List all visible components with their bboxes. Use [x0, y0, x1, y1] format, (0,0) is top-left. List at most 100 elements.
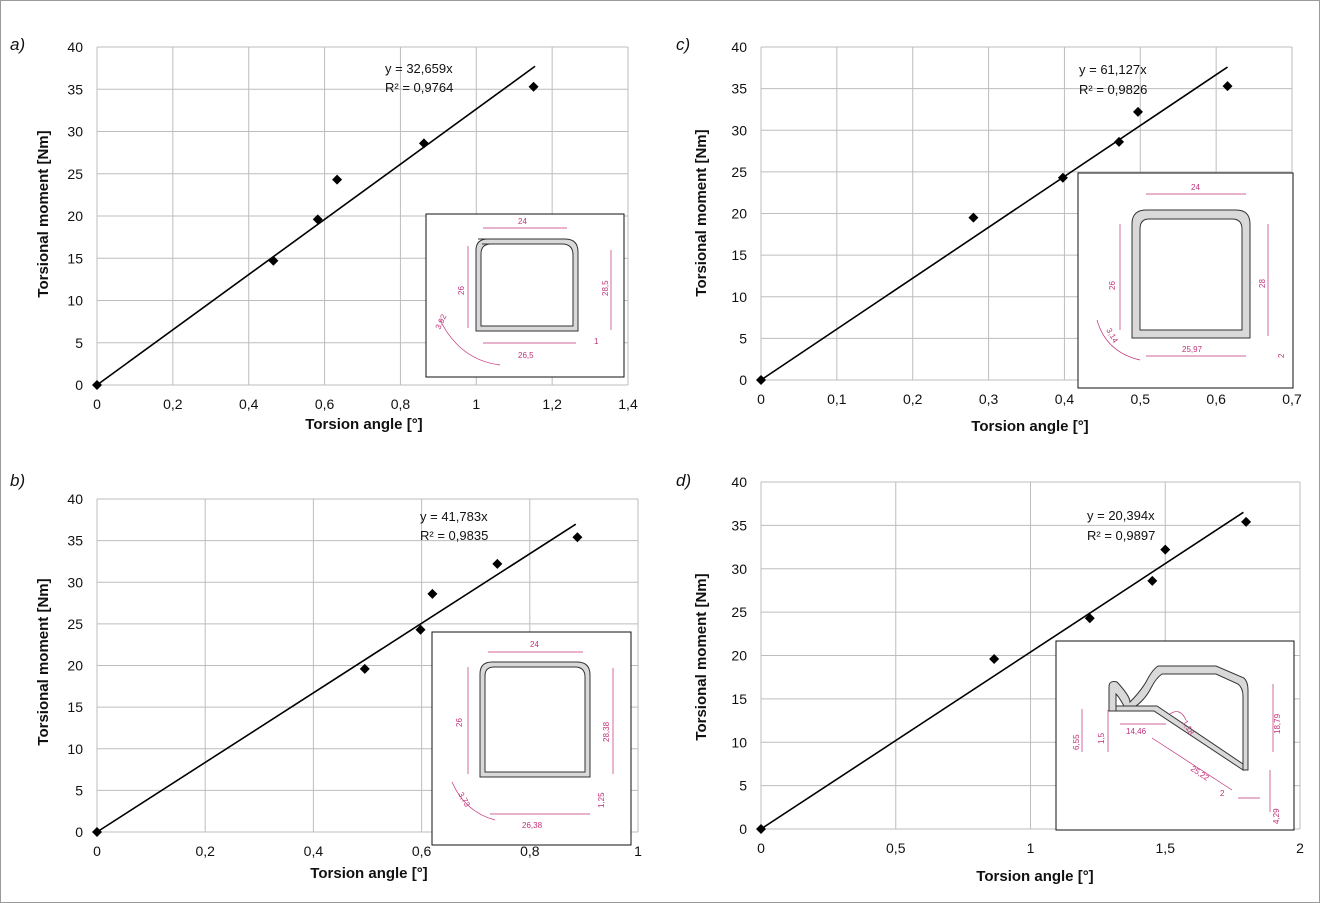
- y-tick-label-b: 5: [75, 782, 83, 798]
- y-tick-label-c: 20: [731, 206, 747, 222]
- y-tick-label-c: 40: [731, 39, 747, 55]
- x-tick-label-d: 1,5: [1156, 840, 1176, 856]
- dim-bottom-c: 25,97: [1182, 345, 1203, 354]
- data-point-a: [268, 255, 279, 266]
- x-tick-label-a: 0,4: [239, 396, 259, 412]
- y-tick-label-c: 10: [731, 289, 747, 305]
- trendline-d: [760, 511, 1244, 830]
- y-tick-label-c: 15: [731, 247, 747, 263]
- y-tick-label-a: 20: [67, 208, 83, 224]
- x-tick-label-a: 1,4: [618, 396, 638, 412]
- trendline-c: [760, 66, 1228, 381]
- x-axis-title-a: Torsion angle [°]: [305, 416, 422, 433]
- x-tick-label-c: 0,6: [1206, 391, 1226, 407]
- y-tick-label-c: 0: [739, 372, 747, 388]
- dim-wall-thickness-d: 2: [1220, 789, 1225, 798]
- y-tick-label-d: 25: [731, 604, 747, 620]
- chart-c-marks: [756, 66, 1233, 385]
- data-point-d: [989, 653, 1000, 664]
- x-tick-label-a: 1: [472, 396, 480, 412]
- dim-bottom-a: 26,5: [518, 351, 534, 360]
- y-tick-label-a: 40: [67, 39, 83, 55]
- x-tick-label-b: 0: [93, 843, 101, 859]
- x-axis-title-d: Torsion angle [°]: [976, 868, 1093, 885]
- y-axis-title-d: Torsional moment [Nm]: [693, 573, 710, 740]
- y-axis-title-b: Torsional moment [Nm]: [35, 578, 52, 745]
- x-tick-label-b: 0,4: [304, 843, 324, 859]
- data-point-c: [968, 212, 979, 223]
- x-tick-label-c: 0,1: [827, 391, 847, 407]
- panel-letter-a: a): [10, 35, 25, 54]
- chart-panel-b: b) 0 5 10 15 20 25 30 35 40 0 0,2 0,4 0,6 0,8 1 y = 41…: [0, 452, 660, 902]
- data-point-b: [92, 827, 102, 837]
- data-point-d: [756, 824, 766, 834]
- x-tick-label-b: 0,8: [520, 843, 540, 859]
- x-tick-label-c: 0,7: [1282, 391, 1302, 407]
- y-tick-label-b: 10: [67, 741, 83, 757]
- y-tick-label-c: 25: [731, 164, 747, 180]
- dim-height-a: 26: [457, 286, 466, 295]
- y-tick-label-d: 0: [739, 821, 747, 837]
- x-tick-label-c: 0,3: [979, 391, 999, 407]
- y-tick-label-d: 30: [731, 561, 747, 577]
- data-point-c: [1114, 136, 1125, 147]
- chart-b-grid: 0 5 10 15 20 25 30 35 40 0 0,2 0,4 0,6 0,8 1: [67, 491, 642, 859]
- data-point-a: [418, 138, 429, 149]
- cross-section-inset-b: 24 26 28,38 3,73 26,38 1,25: [431, 631, 632, 846]
- y-tick-label-a: 10: [67, 293, 83, 309]
- x-tick-label-d: 0: [757, 840, 765, 856]
- y-tick-label-b: 40: [67, 491, 83, 507]
- trendline-equation-d: y = 20,394x: [1087, 508, 1155, 523]
- x-tick-label-d: 1: [1027, 840, 1035, 856]
- trendline-equation-b: y = 41,783x: [420, 509, 488, 524]
- dim-height-b: 26: [455, 718, 464, 727]
- data-point-a: [312, 214, 323, 225]
- data-point-a: [92, 380, 102, 390]
- x-tick-label-c: 0,2: [903, 391, 923, 407]
- x-axis-title-c: Torsion angle [°]: [971, 418, 1088, 435]
- y-tick-label-c: 30: [731, 122, 747, 138]
- y-tick-label-c: 5: [739, 330, 747, 346]
- dim-lip-height-d: 6,55: [1072, 734, 1081, 750]
- chart-a-marks: [92, 65, 539, 390]
- dim-width-c: 24: [1191, 183, 1200, 192]
- y-axis-title-c: Torsional moment [Nm]: [693, 129, 710, 296]
- dim-outer-height-a: 28,5: [601, 280, 610, 296]
- y-tick-label-d: 15: [731, 691, 747, 707]
- y-tick-label-a: 30: [67, 124, 83, 140]
- data-point-b: [415, 624, 426, 635]
- data-point-a: [528, 81, 539, 92]
- y-tick-label-b: 25: [67, 616, 83, 632]
- dim-wall-height-d: 18,79: [1273, 713, 1282, 734]
- x-tick-label-a: 0: [93, 396, 101, 412]
- data-point-c: [1222, 81, 1233, 92]
- chart-b-marks: [92, 523, 583, 837]
- chart-panel-c: c) 0 5 10 15 20 25 30 35 40 0 0,1 0,2 0,3 0,4 0,5 0,6 0,…: [660, 0, 1320, 452]
- trendline-equation-a: y = 32,659x: [385, 61, 453, 76]
- dim-outer-height-c: 28: [1258, 279, 1267, 288]
- y-tick-label-d: 40: [731, 474, 747, 490]
- chart-c-svg: c) 0 5 10 15 20 25 30 35 40 0 0,1 0,2 0,3 0,4 0,5 0,6 0,…: [676, 35, 1302, 435]
- x-tick-label-d: 2: [1296, 840, 1304, 856]
- x-tick-label-c: 0,5: [1131, 391, 1151, 407]
- data-point-c: [756, 375, 766, 385]
- cross-section-inset-c: 24 26 28 3,14 25,97 2: [1077, 172, 1294, 389]
- r-squared-c: R² = 0,9826: [1079, 82, 1147, 97]
- dim-thickness-b: 1,25: [597, 792, 606, 808]
- r-squared-a: R² = 0,9764: [385, 80, 453, 95]
- x-tick-label-a: 0,2: [163, 396, 183, 412]
- y-tick-label-a: 5: [75, 335, 83, 351]
- y-tick-label-d: 10: [731, 734, 747, 750]
- y-tick-label-a: 25: [67, 166, 83, 182]
- y-tick-label-b: 30: [67, 574, 83, 590]
- trendline-a: [96, 65, 536, 386]
- dim-height-c: 26: [1108, 281, 1117, 290]
- data-point-b: [492, 558, 503, 569]
- trendline-b: [96, 523, 577, 833]
- x-tick-label-b: 0,2: [195, 843, 215, 859]
- data-point-b: [572, 532, 583, 543]
- y-axis-title-a: Torsional moment [Nm]: [35, 130, 52, 297]
- chart-d-marks: [756, 511, 1252, 834]
- chart-d-svg: d) 0 5 10 15 20 25 30 35 40 0 0,5 1 1,5 2 y = 20,394x…: [676, 471, 1304, 885]
